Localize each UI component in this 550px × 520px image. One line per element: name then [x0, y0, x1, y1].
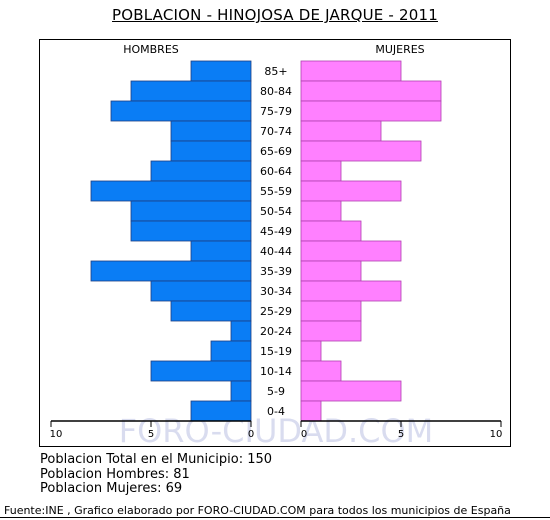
bar-men-50-54: [130, 200, 252, 222]
bar-women-45-49: [300, 220, 362, 242]
bar-men-20-24: [230, 320, 252, 342]
tick-label-men: 5: [148, 429, 154, 440]
age-group-label: 45-49: [260, 225, 292, 238]
chart-title: POBLACION - HINOJOSA DE JARQUE - 2011: [112, 6, 438, 24]
footer-divider: [0, 517, 550, 518]
bar-women-80-84: [300, 80, 442, 102]
bar-women-20-24: [300, 320, 362, 342]
age-group-label: 25-29: [260, 305, 292, 318]
legend-women-label: MUJERES: [375, 43, 424, 56]
stat-men: Poblacion Hombres: 81: [40, 466, 190, 482]
bar-women-65-69: [300, 140, 422, 162]
tick-label-men: 0: [248, 429, 254, 440]
tick-label-women: 5: [398, 429, 404, 440]
bar-women-10-14: [300, 360, 342, 382]
age-group-label: 50-54: [260, 205, 292, 218]
bar-men-45-49: [130, 220, 252, 242]
age-group-label: 65-69: [260, 145, 292, 158]
tick-label-men: 10: [50, 429, 63, 440]
bar-women-50-54: [300, 200, 342, 222]
age-group-label: 5-9: [267, 385, 285, 398]
bar-men-15-19: [210, 340, 252, 362]
bar-women-5-9: [300, 380, 402, 402]
age-group-label: 30-34: [260, 285, 292, 298]
bar-men-70-74: [170, 120, 252, 142]
bar-women-15-19: [300, 340, 322, 362]
bar-men-60-64: [150, 160, 252, 182]
bar-men-75-79: [110, 100, 252, 122]
bar-men-10-14: [150, 360, 252, 382]
bar-men-85+: [190, 60, 252, 82]
bar-women-30-34: [300, 280, 402, 302]
population-stats: Poblacion Total en el Municipio: 150 Pob…: [40, 452, 273, 497]
bar-men-55-59: [90, 180, 252, 202]
bar-women-40-44: [300, 240, 402, 262]
age-group-label: 60-64: [260, 165, 292, 178]
age-group-label: 80-84: [260, 85, 292, 98]
bar-men-40-44: [190, 240, 252, 262]
bar-men-0-4: [190, 400, 252, 422]
tick-label-women: 10: [490, 429, 503, 440]
tick-label-women: 0: [301, 429, 307, 440]
bar-men-5-9: [230, 380, 252, 402]
age-group-label: 70-74: [260, 125, 292, 138]
age-group-label: 0-4: [267, 405, 285, 418]
bar-women-35-39: [300, 260, 362, 282]
bar-men-30-34: [150, 280, 252, 302]
watermark-text: FORO-CIUDAD.COM: [119, 412, 434, 448]
stat-total: Poblacion Total en el Municipio: 150: [40, 452, 273, 467]
bar-men-80-84: [130, 80, 252, 102]
stat-women: Poblacion Mujeres: 69: [40, 481, 183, 496]
bar-women-75-79: [300, 100, 442, 122]
age-group-label: 20-24: [260, 325, 292, 338]
bar-men-35-39: [90, 260, 252, 282]
age-group-label: 85+: [264, 65, 287, 78]
bar-women-55-59: [300, 180, 402, 202]
bar-men-65-69: [170, 140, 252, 162]
age-group-label: 75-79: [260, 105, 292, 118]
age-group-label: 10-14: [260, 365, 292, 378]
bar-men-25-29: [170, 300, 252, 322]
bar-women-25-29: [300, 300, 362, 322]
chart-frame: FORO-CIUDAD.COM HOMBRES MUJERES 85+ 80-84 75-…: [39, 39, 511, 448]
age-group-label: 15-19: [260, 345, 292, 358]
age-group-label: 55-59: [260, 185, 292, 198]
source-footer: Fuente:INE , Grafico elaborado por FORO-…: [4, 504, 511, 517]
bar-women-70-74: [300, 120, 382, 142]
bar-women-60-64: [300, 160, 342, 182]
bar-women-0-4: [300, 400, 322, 422]
legend-men-label: HOMBRES: [123, 43, 179, 56]
population-pyramid: FORO-CIUDAD.COM HOMBRES MUJERES 85+ 80-84 75-…: [50, 43, 503, 448]
bar-women-85+: [300, 60, 402, 82]
age-group-label: 40-44: [260, 245, 292, 258]
age-group-label: 35-39: [260, 265, 292, 278]
